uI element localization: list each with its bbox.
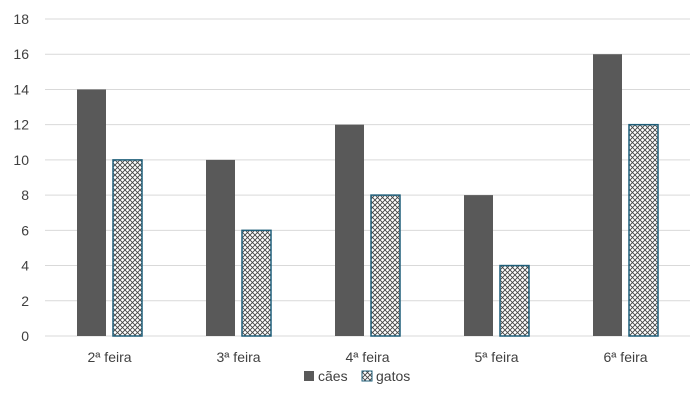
bar-caes	[335, 124, 364, 337]
gridlines	[45, 18, 690, 337]
legend-swatch	[304, 371, 314, 381]
y-tick-label: 12	[13, 117, 29, 133]
legend: cães gatos	[304, 368, 410, 384]
bar-gatos	[112, 159, 143, 337]
x-tick-label: 6ª feira	[603, 349, 647, 365]
bar-caes	[464, 195, 493, 336]
y-tick-label: 14	[13, 81, 29, 97]
legend-swatch	[361, 370, 373, 382]
bar-caes	[593, 54, 622, 336]
y-tick-label: 2	[21, 293, 29, 309]
bars	[77, 54, 659, 337]
y-tick-label: 4	[21, 258, 29, 274]
x-tick-label: 3ª feira	[216, 349, 260, 365]
legend-label: gatos	[376, 368, 410, 384]
bar-gatos	[499, 264, 530, 337]
x-tick-label: 5ª feira	[474, 349, 518, 365]
y-axis: 0 2 4 6 8 10 12 14 16 18	[13, 11, 29, 344]
bar-caes	[206, 159, 235, 336]
bar-gatos	[241, 229, 272, 337]
x-axis: 2ª feira 3ª feira 4ª feira 5ª feira 6ª feira	[87, 349, 647, 365]
bar-gatos	[628, 123, 659, 337]
bar-caes	[77, 89, 106, 336]
bar-gatos	[370, 194, 401, 337]
y-tick-label: 10	[13, 152, 29, 168]
legend-label: cães	[318, 368, 348, 384]
y-tick-label: 8	[21, 187, 29, 203]
x-tick-label: 2ª feira	[87, 349, 131, 365]
y-tick-label: 18	[13, 11, 29, 27]
y-tick-label: 0	[21, 328, 29, 344]
y-tick-label: 16	[13, 46, 29, 62]
x-tick-label: 4ª feira	[345, 349, 389, 365]
y-tick-label: 6	[21, 222, 29, 238]
